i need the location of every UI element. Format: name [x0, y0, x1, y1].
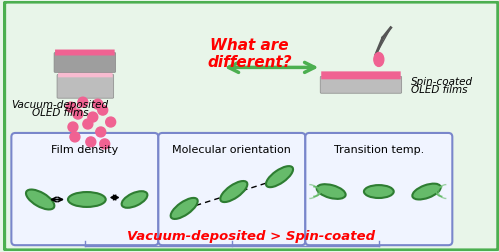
Text: OLED films: OLED films	[32, 108, 88, 118]
Ellipse shape	[374, 52, 384, 67]
Circle shape	[73, 109, 83, 119]
Text: Spin-coated: Spin-coated	[411, 77, 473, 87]
Circle shape	[93, 99, 103, 109]
Text: Vacuum-deposited: Vacuum-deposited	[11, 100, 109, 110]
Ellipse shape	[122, 191, 147, 208]
Text: Molecular orientation: Molecular orientation	[173, 145, 291, 155]
FancyBboxPatch shape	[54, 52, 116, 72]
Ellipse shape	[317, 184, 346, 199]
Text: Film density: Film density	[51, 145, 118, 155]
FancyBboxPatch shape	[320, 76, 402, 93]
Circle shape	[98, 105, 108, 115]
FancyBboxPatch shape	[57, 74, 114, 98]
Text: Vacuum-deposited > Spin-coated: Vacuum-deposited > Spin-coated	[127, 230, 375, 243]
Ellipse shape	[26, 190, 54, 209]
Circle shape	[106, 117, 116, 127]
Ellipse shape	[68, 192, 106, 207]
Circle shape	[100, 139, 110, 149]
FancyBboxPatch shape	[58, 69, 113, 77]
Circle shape	[96, 127, 106, 137]
Circle shape	[78, 97, 88, 107]
Text: OLED films: OLED films	[411, 85, 467, 95]
FancyBboxPatch shape	[321, 71, 401, 79]
Ellipse shape	[364, 185, 394, 198]
Circle shape	[68, 122, 78, 132]
Ellipse shape	[266, 166, 293, 187]
FancyBboxPatch shape	[55, 50, 115, 55]
Circle shape	[86, 137, 96, 147]
Circle shape	[70, 132, 80, 142]
Text: What are
different?: What are different?	[208, 38, 292, 70]
FancyBboxPatch shape	[4, 2, 498, 250]
Ellipse shape	[220, 181, 248, 202]
Circle shape	[83, 119, 93, 129]
Circle shape	[88, 112, 98, 122]
Text: Transition temp.: Transition temp.	[334, 145, 424, 155]
Ellipse shape	[412, 184, 441, 200]
Ellipse shape	[171, 198, 198, 219]
FancyBboxPatch shape	[305, 133, 452, 245]
Circle shape	[66, 102, 76, 112]
FancyBboxPatch shape	[11, 133, 158, 245]
FancyBboxPatch shape	[158, 133, 305, 245]
